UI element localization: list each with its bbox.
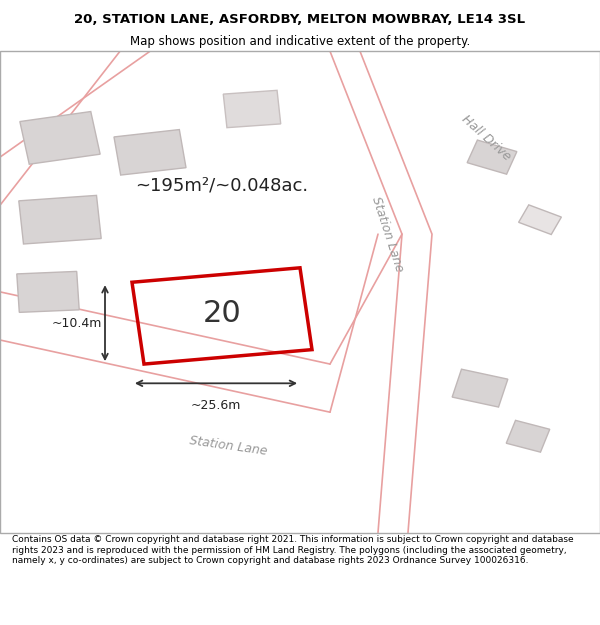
Polygon shape [518,205,562,234]
Text: Contains OS data © Crown copyright and database right 2021. This information is : Contains OS data © Crown copyright and d… [12,535,574,565]
Polygon shape [223,91,281,128]
Polygon shape [19,196,101,244]
Text: Hall Drive: Hall Drive [459,112,513,163]
Polygon shape [114,129,186,175]
Polygon shape [20,111,100,164]
Text: Station Lane: Station Lane [188,434,268,457]
Polygon shape [467,140,517,174]
Text: ~195m²/~0.048ac.: ~195m²/~0.048ac. [136,177,308,195]
Polygon shape [506,421,550,452]
Polygon shape [452,369,508,407]
Text: ~25.6m: ~25.6m [191,399,241,412]
Text: Station Lane: Station Lane [368,195,406,274]
Text: 20: 20 [203,299,241,328]
Text: Map shows position and indicative extent of the property.: Map shows position and indicative extent… [130,35,470,48]
Text: 20, STATION LANE, ASFORDBY, MELTON MOWBRAY, LE14 3SL: 20, STATION LANE, ASFORDBY, MELTON MOWBR… [74,12,526,26]
Text: ~10.4m: ~10.4m [52,317,102,329]
Polygon shape [17,271,79,312]
